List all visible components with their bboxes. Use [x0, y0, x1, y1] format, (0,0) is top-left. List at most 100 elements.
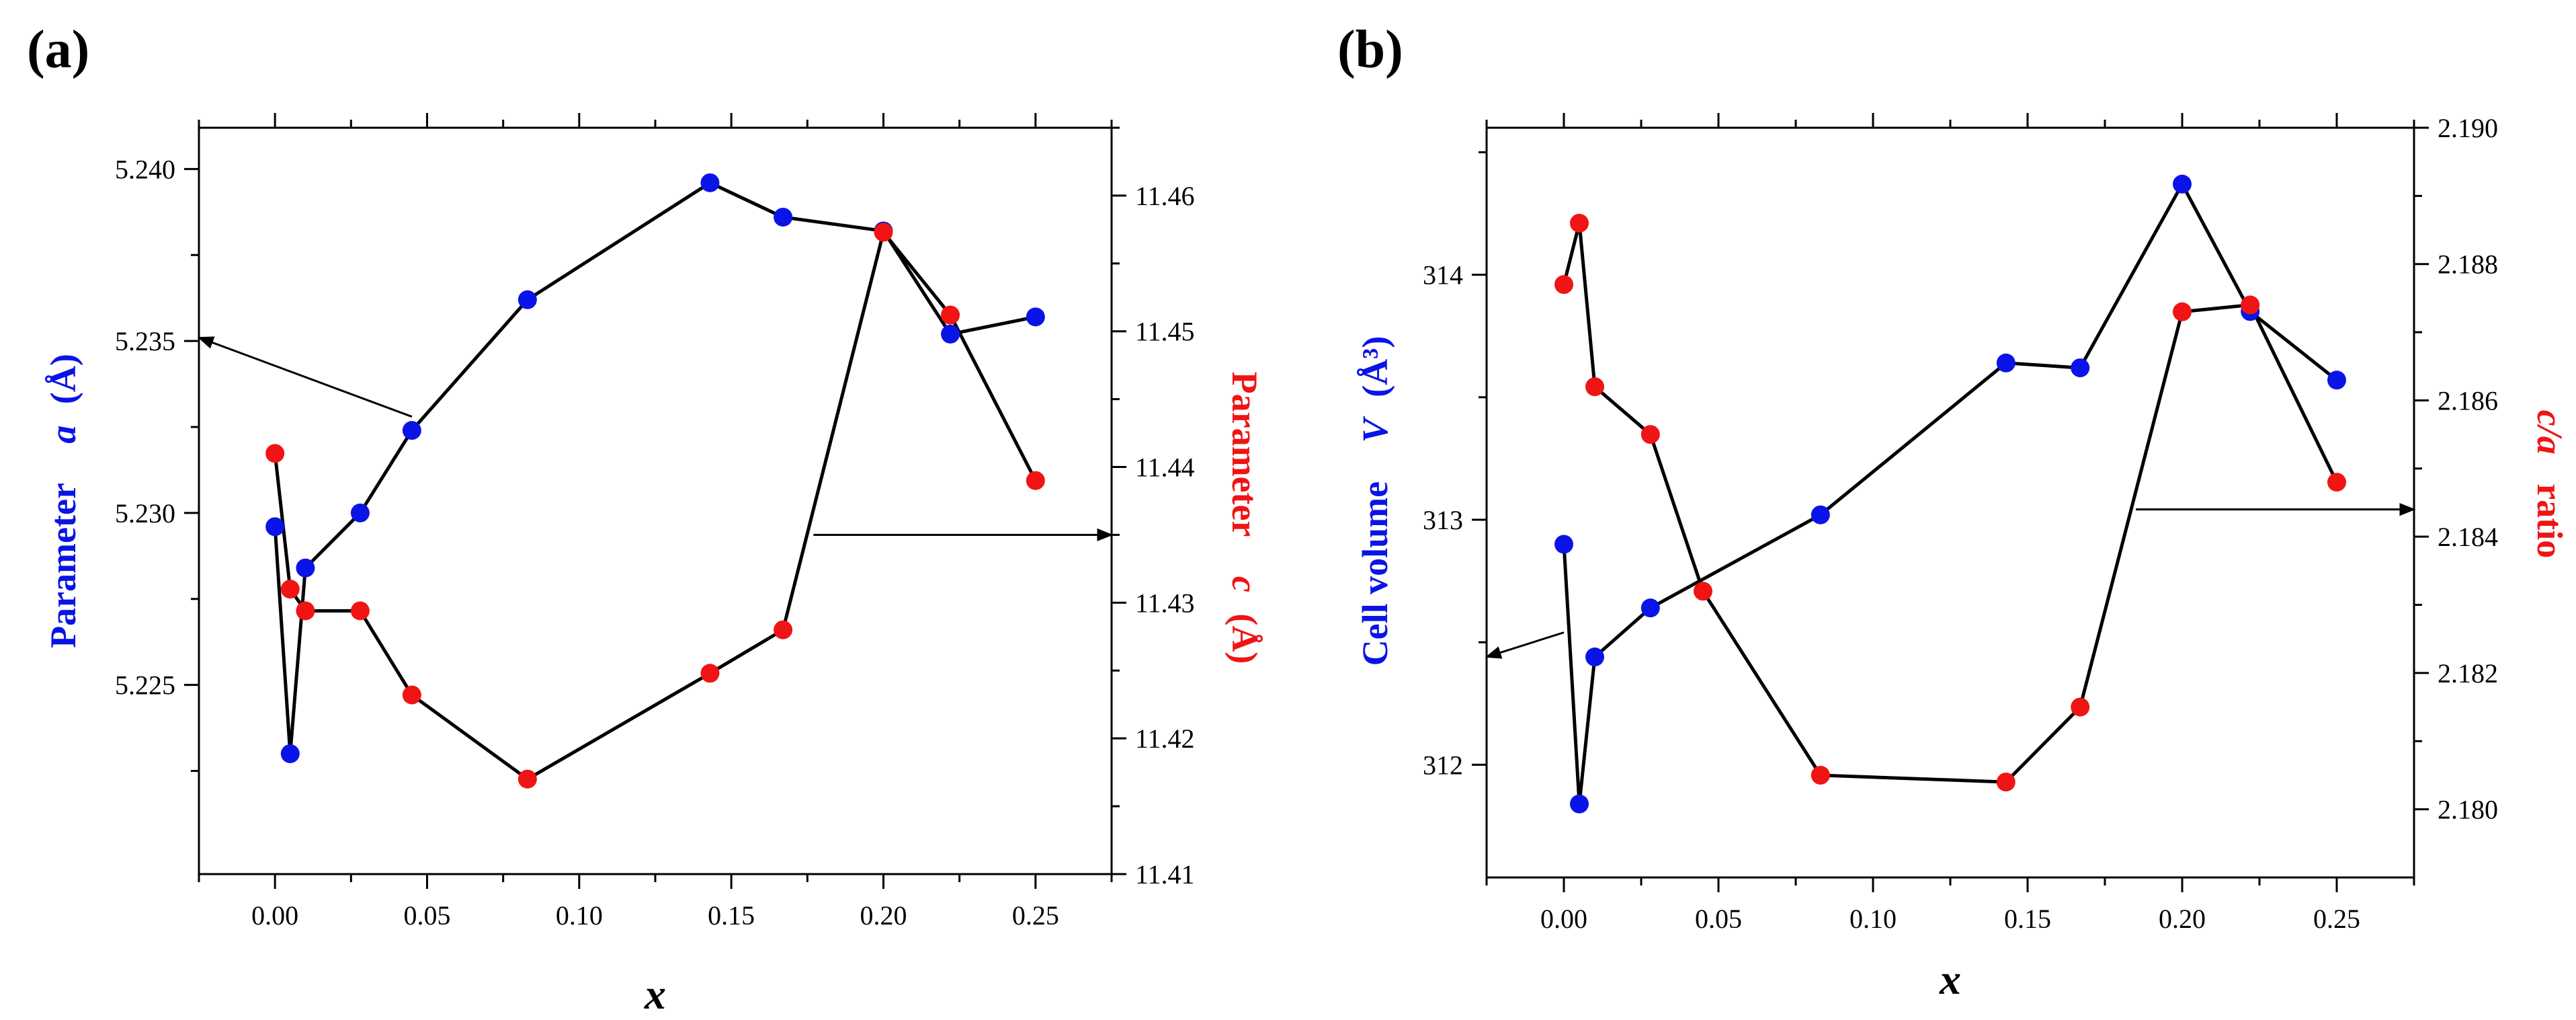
- panel-a-left-ylabel-unit: (Å): [43, 354, 83, 404]
- right-y-tick-label: 11.44: [1135, 453, 1195, 483]
- series-line-c: [273, 228, 1038, 781]
- right-y-tick-label: 2.186: [2438, 385, 2498, 416]
- panel-b-left-y-axis-label: Cell volume V (Å³): [1355, 336, 1395, 666]
- point-V: [1585, 648, 1604, 667]
- panel-a-left-ylabel-symbol: a: [43, 426, 83, 444]
- x-tick-label: 0.20: [2159, 904, 2206, 934]
- panel-b-right-y-axis-label: c/a ratio: [2530, 410, 2570, 558]
- series-line-a: [273, 180, 1036, 754]
- point-a: [941, 324, 960, 344]
- x-tick-label: 0.05: [1695, 904, 1742, 934]
- x-tick-label: 0.05: [404, 900, 451, 931]
- right-y-tick-label: 2.182: [2438, 658, 2498, 689]
- right-y-tick-label: 11.45: [1135, 317, 1195, 347]
- panel-b-left-y-ticks: 312 313 314: [1423, 151, 1487, 780]
- panel-a-left-y-ticks: 5.225 5.230 5.235 5.240: [115, 154, 199, 773]
- point-c: [350, 601, 370, 621]
- panel-b-right-ylabel-suffix: ratio: [2530, 483, 2570, 558]
- point-c/a: [2241, 295, 2260, 315]
- point-c: [874, 223, 893, 242]
- point-c: [1026, 471, 1045, 490]
- point-a: [350, 503, 370, 522]
- panel-a-x-axis-label: x: [644, 970, 666, 1018]
- point-c/a: [1554, 275, 1573, 295]
- x-tick-label: 0.15: [708, 900, 755, 931]
- right-y-tick-label: 11.42: [1135, 723, 1195, 754]
- series-line-c/a: [1562, 223, 2339, 784]
- point-c: [296, 601, 315, 621]
- point-V: [1811, 505, 1830, 524]
- point-a: [700, 173, 720, 192]
- point-c/a: [1585, 377, 1604, 397]
- panel-a-right-y-axis-label: Parameter c (Å): [1224, 372, 1265, 664]
- panel-b-left-ylabel-unit: (Å³): [1355, 336, 1395, 397]
- right-y-tick-label: 2.190: [2438, 113, 2498, 143]
- panel-b-x-ticks: 0.00 0.05 0.10 0.15 0.20 0.25: [1485, 113, 2415, 934]
- point-a: [280, 744, 300, 763]
- left-y-tick-label: 5.225: [115, 670, 175, 701]
- point-c/a: [1811, 765, 1830, 785]
- right-y-tick-label: 11.43: [1135, 588, 1195, 618]
- point-c: [941, 305, 960, 325]
- point-a: [1026, 307, 1045, 327]
- panel-a: (a) 0.00 0.05 0.10 0.15 0.20 0.25 5.225 5.230 5…: [27, 20, 1265, 1018]
- x-tick-label: 0.00: [251, 900, 298, 931]
- left-y-tick-label: 5.230: [115, 498, 175, 528]
- point-V: [2071, 358, 2090, 378]
- panel-a-right-ylabel-prefix: Parameter: [1224, 372, 1265, 537]
- x-tick-label: 0.25: [1012, 900, 1059, 931]
- panel-a-right-ylabel-unit: (Å): [1224, 613, 1265, 664]
- panel-a-left-y-axis-label: Parameter a (Å): [43, 354, 83, 648]
- panel-b-left-ylabel-symbol: V: [1355, 416, 1395, 442]
- x-tick-label: 0.25: [2313, 904, 2360, 934]
- x-tick-label: 0.10: [1850, 904, 1897, 934]
- panel-a-label: (a): [27, 20, 89, 79]
- panel-b-right-ylabel-symbol: c/a: [2530, 410, 2570, 455]
- point-V: [1570, 794, 1589, 814]
- point-c/a: [1640, 425, 1660, 444]
- panel-b-left-ylabel-prefix: Cell volume: [1355, 481, 1395, 666]
- point-c/a: [2327, 473, 2346, 492]
- panel-a-series: [265, 173, 1045, 789]
- left-y-tick-label: 312: [1423, 750, 1463, 780]
- point-c/a: [2071, 697, 2090, 717]
- point-c: [280, 580, 300, 599]
- x-tick-label: 0.20: [860, 900, 907, 931]
- panel-a-right-ylabel-symbol: c: [1224, 576, 1265, 592]
- x-tick-label: 0.00: [1540, 904, 1587, 934]
- point-c/a: [1996, 773, 2016, 792]
- right-y-tick-label: 2.188: [2438, 249, 2498, 280]
- point-c/a: [1694, 582, 1712, 601]
- panel-b-right-y-ticks: 2.180 2.182 2.184 2.186 2.188 2.190: [2414, 113, 2498, 825]
- panel-b-series: [1554, 174, 2346, 814]
- panel-a-frame: [198, 126, 1113, 875]
- point-V: [2173, 174, 2192, 194]
- point-V: [1996, 353, 2016, 372]
- point-c: [517, 769, 537, 789]
- left-y-tick-label: 5.240: [115, 154, 175, 184]
- arrow-left: [197, 336, 413, 418]
- point-a: [517, 290, 537, 309]
- panel-b-x-axis-label: x: [1939, 955, 1961, 1003]
- point-c: [700, 664, 720, 683]
- panel-a-x-ticks: 0.00 0.05 0.10 0.15 0.20 0.25: [198, 113, 1113, 931]
- panel-a-left-ylabel-prefix: Parameter: [43, 483, 83, 648]
- x-tick-label: 0.10: [556, 900, 603, 931]
- left-y-tick-label: 314: [1423, 260, 1463, 290]
- panel-a-arrows: [197, 336, 1114, 542]
- point-c/a: [2173, 302, 2192, 321]
- panel-b-arrows: [1485, 503, 2416, 659]
- point-V: [2327, 370, 2346, 390]
- point-a: [402, 421, 421, 440]
- point-c: [265, 444, 285, 463]
- series-line-V: [1562, 180, 2338, 804]
- point-V: [1640, 598, 1660, 618]
- right-y-tick-label: 2.184: [2438, 522, 2498, 552]
- panel-b: (b) 0.00 0.05 0.10 0.15 0.20 0.25 312 313 314 2…: [1337, 20, 2570, 1003]
- right-y-tick-label: 2.180: [2438, 795, 2498, 825]
- point-a: [265, 517, 285, 537]
- point-V: [1554, 535, 1573, 554]
- right-y-tick-label: 11.46: [1135, 181, 1195, 211]
- right-y-tick-label: 11.41: [1135, 859, 1195, 890]
